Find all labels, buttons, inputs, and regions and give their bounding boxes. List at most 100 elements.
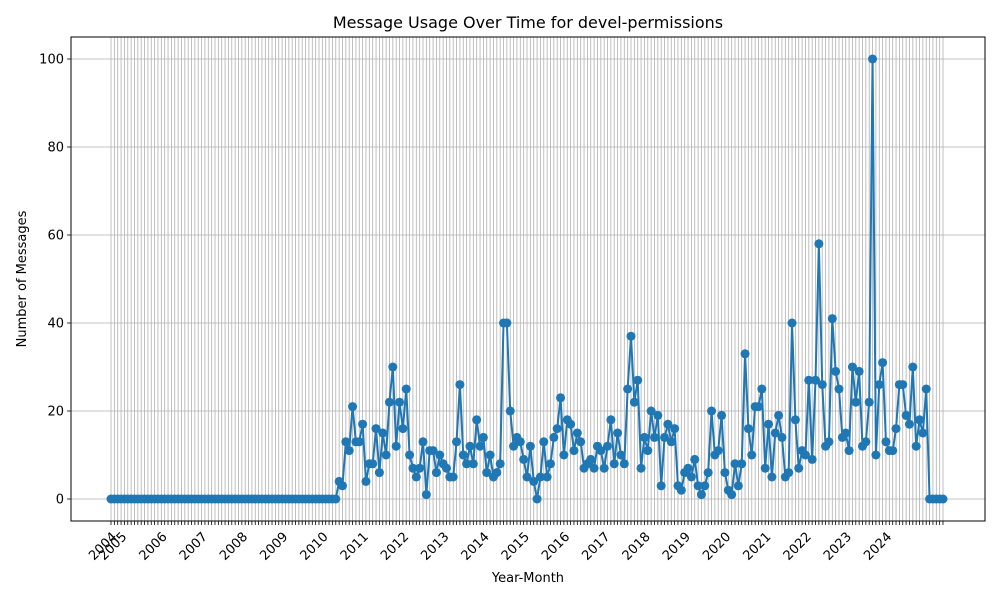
data-point bbox=[472, 415, 482, 425]
data-point bbox=[448, 472, 458, 482]
data-point bbox=[478, 432, 488, 442]
data-point bbox=[938, 494, 948, 504]
data-point bbox=[851, 397, 861, 407]
data-point bbox=[690, 454, 700, 464]
data-point bbox=[344, 446, 354, 456]
data-point bbox=[395, 397, 405, 407]
data-point bbox=[831, 366, 841, 376]
data-point bbox=[740, 349, 750, 359]
data-point bbox=[811, 375, 821, 385]
data-point bbox=[720, 468, 730, 478]
data-point bbox=[653, 410, 663, 420]
data-point bbox=[465, 441, 475, 451]
y-tick-label: 20 bbox=[47, 405, 64, 420]
y-tick-label: 80 bbox=[47, 141, 64, 156]
data-point bbox=[576, 437, 586, 447]
data-point bbox=[549, 432, 559, 442]
data-point bbox=[626, 331, 636, 341]
data-point bbox=[368, 459, 378, 469]
data-point bbox=[431, 468, 441, 478]
data-point bbox=[911, 441, 921, 451]
data-point bbox=[532, 494, 542, 504]
data-point bbox=[814, 239, 824, 249]
data-point bbox=[556, 393, 566, 403]
data-point bbox=[717, 410, 727, 420]
data-point bbox=[841, 428, 851, 438]
data-point bbox=[509, 441, 519, 451]
data-point bbox=[522, 472, 532, 482]
data-point bbox=[868, 54, 878, 64]
data-point bbox=[462, 459, 472, 469]
plot-frame bbox=[70, 36, 986, 522]
data-point bbox=[861, 437, 871, 447]
data-point bbox=[817, 380, 827, 390]
data-point bbox=[760, 463, 770, 473]
data-point bbox=[703, 468, 713, 478]
data-point bbox=[589, 463, 599, 473]
data-point bbox=[881, 437, 891, 447]
data-point bbox=[915, 415, 925, 425]
data-point bbox=[918, 428, 928, 438]
data-point bbox=[519, 454, 529, 464]
data-point bbox=[552, 424, 562, 434]
data-point bbox=[666, 437, 676, 447]
data-point bbox=[774, 410, 784, 420]
data-point bbox=[381, 450, 391, 460]
data-point bbox=[656, 481, 666, 491]
data-point bbox=[663, 419, 673, 429]
chart-title: Message Usage Over Time for devel-permis… bbox=[333, 13, 723, 32]
data-point bbox=[834, 384, 844, 394]
data-point bbox=[904, 419, 914, 429]
data-point bbox=[891, 424, 901, 434]
data-point bbox=[737, 459, 747, 469]
data-point bbox=[378, 428, 388, 438]
data-point bbox=[415, 463, 425, 473]
data-point bbox=[458, 450, 468, 460]
data-point bbox=[559, 450, 569, 460]
data-point bbox=[609, 459, 619, 469]
data-point bbox=[535, 472, 545, 482]
data-point bbox=[401, 384, 411, 394]
data-point bbox=[616, 450, 626, 460]
data-point bbox=[784, 468, 794, 478]
data-point bbox=[804, 375, 814, 385]
data-point bbox=[824, 437, 834, 447]
y-tick-label: 100 bbox=[39, 53, 64, 68]
data-point bbox=[603, 441, 613, 451]
data-point bbox=[800, 450, 810, 460]
y-tick-label: 60 bbox=[47, 229, 64, 244]
data-point bbox=[777, 432, 787, 442]
data-point bbox=[569, 446, 579, 456]
data-point bbox=[455, 380, 465, 390]
data-point bbox=[599, 463, 609, 473]
data-point bbox=[787, 318, 797, 328]
data-point bbox=[405, 450, 415, 460]
data-point bbox=[391, 441, 401, 451]
data-point bbox=[623, 384, 633, 394]
data-point bbox=[693, 481, 703, 491]
data-point bbox=[683, 463, 693, 473]
data-point bbox=[643, 446, 653, 456]
data-point bbox=[713, 446, 723, 456]
data-point bbox=[790, 415, 800, 425]
x-axis-label: Year-Month bbox=[491, 571, 564, 586]
data-point bbox=[770, 428, 780, 438]
data-point bbox=[542, 472, 552, 482]
data-point bbox=[539, 437, 549, 447]
data-point bbox=[757, 384, 767, 394]
data-point bbox=[636, 463, 646, 473]
data-point bbox=[361, 476, 371, 486]
data-point bbox=[888, 446, 898, 456]
data-point bbox=[452, 437, 462, 447]
data-point bbox=[374, 468, 384, 478]
data-point bbox=[908, 362, 918, 372]
data-point bbox=[854, 366, 864, 376]
grid-lines bbox=[71, 37, 985, 521]
data-point bbox=[827, 314, 837, 324]
data-point bbox=[794, 463, 804, 473]
data-point bbox=[747, 450, 757, 460]
data-point bbox=[619, 459, 629, 469]
data-point bbox=[398, 424, 408, 434]
data-point bbox=[613, 428, 623, 438]
data-point bbox=[421, 490, 431, 500]
